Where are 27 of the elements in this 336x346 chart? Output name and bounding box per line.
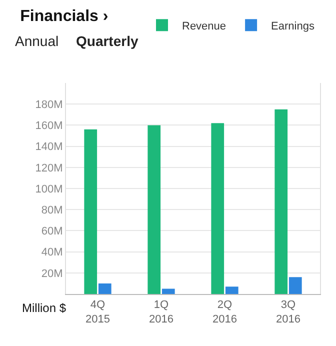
bar — [98, 283, 112, 294]
text: Million $ — [22, 301, 66, 315]
x-tick-label: 1Q 2016 — [149, 299, 174, 326]
y-tick-label: 40M — [41, 246, 63, 259]
x-tick-label: 3Q 2016 — [276, 299, 300, 326]
y-tick-label: 100M — [35, 183, 63, 196]
legend-label: Revenue — [182, 20, 226, 32]
chart-title: Financials › — [20, 8, 108, 26]
y-tick-label: 120M — [35, 162, 63, 174]
bar — [148, 125, 161, 294]
y-tick-label: 20M — [41, 268, 63, 280]
bar — [274, 109, 288, 294]
bar — [288, 277, 302, 294]
y-tick-label: 160M — [35, 120, 63, 132]
bar — [225, 286, 238, 294]
bar — [84, 129, 98, 294]
x-tick-label: 4Q 2015 — [86, 299, 110, 326]
text: Quarterly — [76, 33, 138, 49]
y-tick-label: 180M — [35, 98, 63, 111]
bar — [211, 123, 224, 294]
y-tick-label: 140M — [35, 141, 63, 154]
y-tick-label: 80M — [41, 204, 63, 216]
text: Annual — [15, 33, 59, 49]
bar — [162, 288, 175, 294]
y-tick-label: 60M — [41, 226, 63, 238]
legend-label: Earnings — [271, 20, 315, 32]
x-tick-label: 2Q 2016 — [212, 299, 237, 326]
